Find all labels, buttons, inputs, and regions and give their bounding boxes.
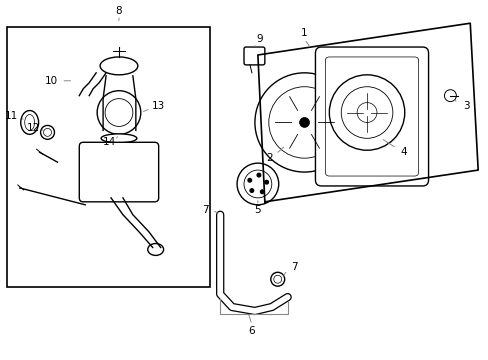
Circle shape <box>444 90 455 102</box>
Text: 4: 4 <box>400 147 406 157</box>
Circle shape <box>97 91 141 134</box>
Circle shape <box>249 189 253 192</box>
Circle shape <box>237 163 278 205</box>
Text: 11: 11 <box>5 111 19 121</box>
Circle shape <box>244 170 271 198</box>
Ellipse shape <box>147 243 163 255</box>
Ellipse shape <box>20 111 39 134</box>
Text: 1: 1 <box>301 28 307 38</box>
Text: 13: 13 <box>152 100 165 111</box>
Circle shape <box>273 275 281 283</box>
Circle shape <box>260 190 264 194</box>
FancyBboxPatch shape <box>244 47 264 65</box>
Circle shape <box>268 87 340 158</box>
Circle shape <box>299 117 309 127</box>
Text: 9: 9 <box>256 34 263 44</box>
Circle shape <box>257 173 260 177</box>
Circle shape <box>41 125 54 139</box>
Bar <box>7 27 210 287</box>
Text: 3: 3 <box>462 100 468 111</box>
Circle shape <box>328 75 404 150</box>
Circle shape <box>270 272 284 286</box>
Circle shape <box>43 129 51 136</box>
Text: 12: 12 <box>27 123 40 134</box>
Circle shape <box>105 99 133 126</box>
Text: 5: 5 <box>254 205 261 215</box>
Circle shape <box>264 180 268 184</box>
Text: 7: 7 <box>202 205 208 215</box>
Ellipse shape <box>100 57 138 75</box>
Text: 14: 14 <box>102 137 116 147</box>
Circle shape <box>247 179 251 182</box>
Text: 6: 6 <box>248 326 255 336</box>
Circle shape <box>254 73 353 172</box>
Text: 8: 8 <box>116 6 122 16</box>
Circle shape <box>341 87 392 138</box>
FancyBboxPatch shape <box>315 47 427 186</box>
Circle shape <box>356 103 376 122</box>
Text: 7: 7 <box>291 262 297 272</box>
FancyBboxPatch shape <box>325 57 418 176</box>
FancyBboxPatch shape <box>79 142 158 202</box>
Ellipse shape <box>25 114 35 130</box>
Text: 10: 10 <box>45 76 58 86</box>
Ellipse shape <box>101 134 137 143</box>
Text: 2: 2 <box>266 153 273 163</box>
